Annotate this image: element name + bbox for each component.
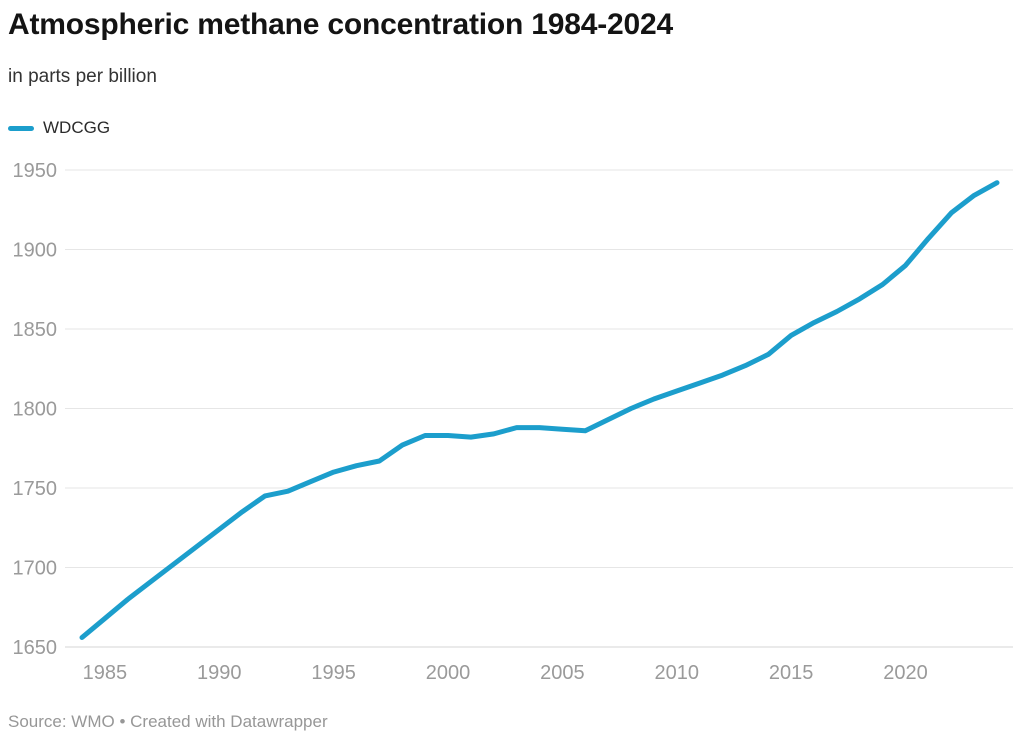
chart-title: Atmospheric methane concentration 1984-2… [8,8,673,41]
source-note: Source: WMO • Created with Datawrapper [8,712,328,731]
y-tick-label: 1900 [13,240,58,262]
methane-line-chart: 1650 1700 1750 1800 1850 1900 1950 1985 1990 1995… [13,160,1013,684]
x-tick-label: 2020 [883,662,928,684]
wdcgg-line [79,180,1000,640]
y-tick-label: 1650 [13,637,58,659]
y-tick-label: 1950 [13,160,58,182]
y-tick-label: 1800 [13,399,58,421]
x-tick-label: 1985 [83,662,128,684]
x-tick-label: 2005 [540,662,585,684]
legend-label: WDCGG [43,118,111,137]
legend-line-swatch-icon [8,125,34,131]
y-tick-label: 1700 [13,558,58,580]
x-tick-label: 1990 [197,662,242,684]
y-tick-label: 1850 [13,319,58,341]
y-tick-label: 1750 [13,478,58,500]
x-tick-label: 2010 [655,662,700,684]
x-tick-label: 2015 [769,662,814,684]
chart-subtitle: in parts per billion [8,66,157,87]
legend: WDCGG [8,117,110,139]
x-tick-label: 1995 [311,662,356,684]
x-tick-label: 2000 [426,662,471,684]
